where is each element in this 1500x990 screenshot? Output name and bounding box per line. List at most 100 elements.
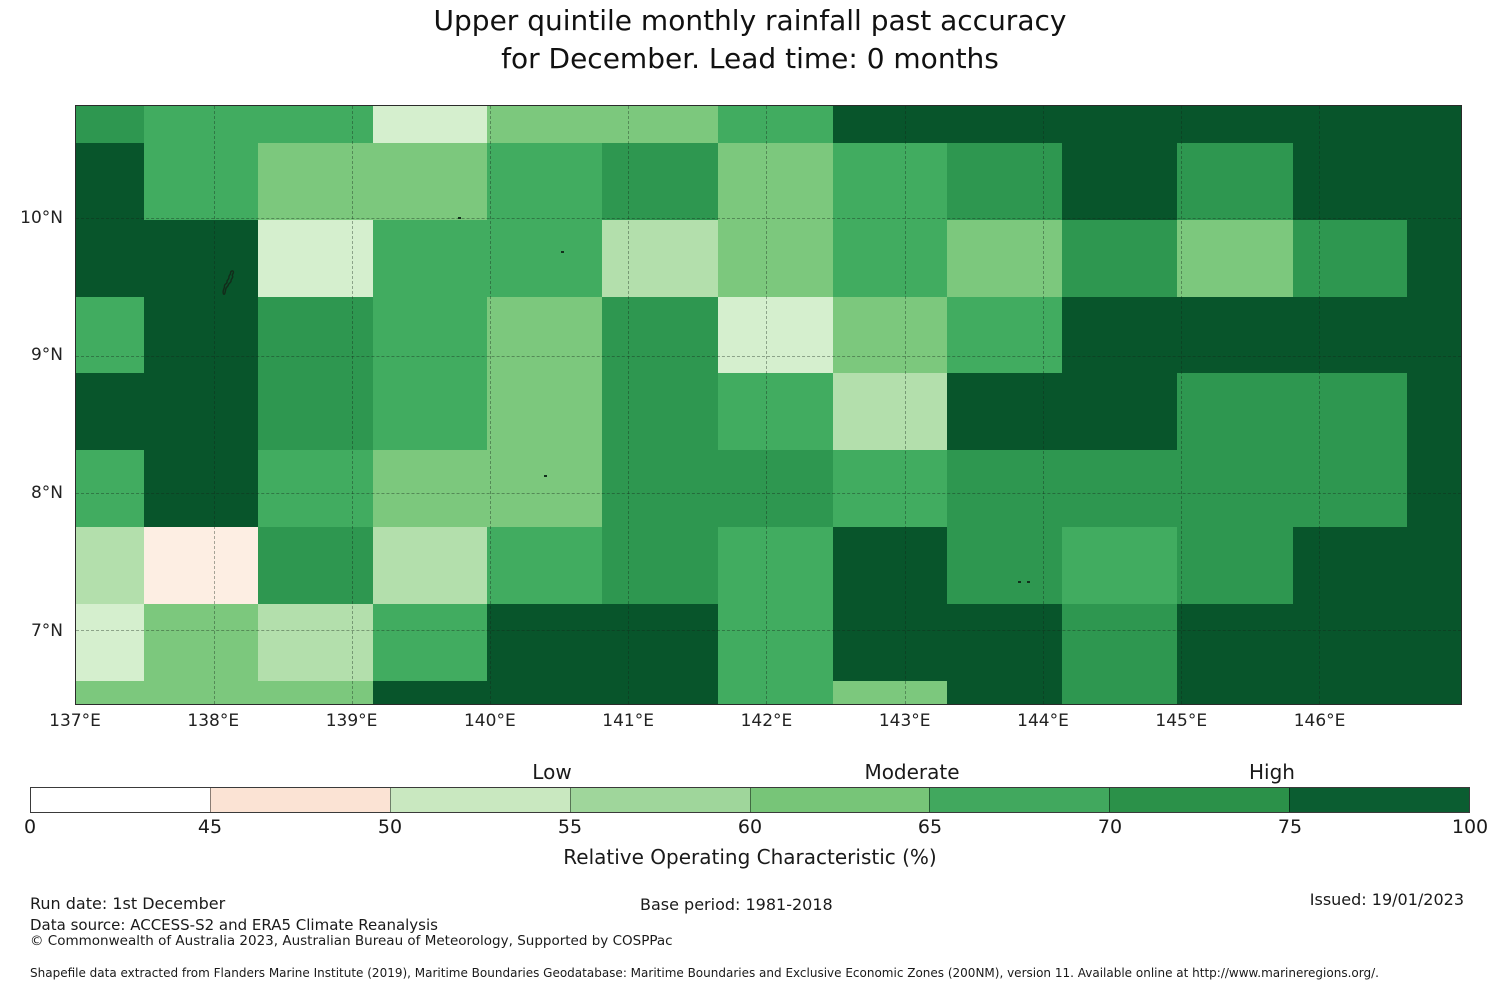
heatmap-cell (143, 106, 260, 144)
grid-line-horizontal (76, 492, 1461, 494)
heatmap-cell (1407, 527, 1461, 605)
heatmap-cell (1176, 450, 1294, 528)
heatmap-cell (143, 143, 260, 221)
heatmap-cell (947, 603, 1063, 682)
heatmap-cell (602, 143, 719, 221)
heatmap-cell (76, 680, 145, 704)
heatmap-cell (143, 680, 260, 704)
heatmap-cell (1176, 373, 1294, 451)
heatmap-cell (487, 219, 603, 298)
heatmap-cell (1061, 219, 1178, 298)
grid-line-vertical (490, 106, 492, 704)
heatmap-cell (1176, 680, 1294, 704)
island-dot (1027, 580, 1031, 583)
x-tick-label: 142°E (740, 711, 793, 731)
heatmap-cell (832, 680, 949, 704)
island-dot (458, 217, 462, 220)
heatmap-cell (602, 527, 719, 605)
heatmap-cell (602, 680, 719, 704)
heatmap-cell (76, 450, 145, 528)
colorbar-segment (1109, 788, 1290, 812)
heatmap-cell (832, 296, 949, 375)
colorbar-tick-label: 50 (377, 816, 403, 838)
heatmap-cell (487, 527, 603, 605)
heatmap-cell (947, 450, 1063, 528)
heatmap-cell (1407, 450, 1461, 528)
heatmap-cell (1061, 527, 1178, 605)
heatmap-cell (372, 296, 489, 375)
heatmap-cell (143, 527, 260, 605)
heatmap-cell (1176, 219, 1294, 298)
grid-line-vertical (628, 106, 630, 704)
heatmap-cell (258, 219, 374, 298)
heatmap-cell (1061, 106, 1178, 144)
x-tick-label: 146°E (1293, 711, 1346, 731)
heatmap-cell (258, 450, 374, 528)
heatmap-cell (143, 373, 260, 451)
heatmap-cell (1292, 680, 1408, 704)
heatmap-cell (372, 450, 489, 528)
heatmap-cell (718, 527, 834, 605)
footer-base-period: Base period: 1981-2018 (640, 895, 833, 914)
colorbar-tick-label: 100 (1451, 816, 1489, 838)
island-dot (560, 251, 564, 254)
heatmap-cell (1407, 296, 1461, 375)
heatmap-cell (258, 106, 374, 144)
colorbar-tick-label: 45 (197, 816, 223, 838)
heatmap-cell (76, 296, 145, 375)
heatmap-cell (718, 296, 834, 375)
colorbar-segment (569, 788, 750, 812)
heatmap-cell (602, 106, 719, 144)
heatmap-cell (372, 527, 489, 605)
island-dot (1017, 580, 1021, 583)
heatmap-cell (258, 680, 374, 704)
heatmap-cell (718, 603, 834, 682)
heatmap-cell (602, 603, 719, 682)
heatmap-cell (1061, 680, 1178, 704)
heatmap-cell (947, 143, 1063, 221)
heatmap-cell (76, 603, 145, 682)
heatmap-cell (1407, 143, 1461, 221)
heatmap-cell (1407, 219, 1461, 298)
heatmap-cell (832, 450, 949, 528)
heatmap-cell (1061, 143, 1178, 221)
x-tick-label: 137°E (49, 711, 101, 731)
heatmap-cell (1176, 296, 1294, 375)
x-tick-label: 139°E (325, 711, 378, 731)
heatmap-cell (718, 219, 834, 298)
heatmap-cell (487, 680, 603, 704)
heatmap-cell (1061, 450, 1178, 528)
colorbar-tick-label: 55 (557, 816, 583, 838)
heatmap-cell (602, 219, 719, 298)
heatmap-cell (832, 219, 949, 298)
heatmap-cell (258, 296, 374, 375)
heatmap-cell (1176, 106, 1294, 144)
colorbar-caption: High (1249, 760, 1295, 784)
heatmap-cell (76, 527, 145, 605)
heatmap-cell (1292, 219, 1408, 298)
y-axis-tick-labels: 10°N 9°N 8°N 7°N (0, 105, 63, 705)
chart-title: Upper quintile monthly rainfall past acc… (0, 2, 1500, 78)
x-tick-label: 145°E (1155, 711, 1208, 731)
heatmap-cell (487, 603, 603, 682)
heatmap-cell (832, 106, 949, 144)
heatmap-cell (76, 106, 145, 144)
heatmap-cell (372, 219, 489, 298)
grid-line-horizontal (76, 629, 1461, 631)
heatmap-cell (487, 450, 603, 528)
heatmap-cell (372, 603, 489, 682)
heatmap-cell (832, 373, 949, 451)
footer-copyright: © Commonwealth of Australia 2023, Austra… (30, 933, 673, 949)
heatmap-cell (1292, 143, 1408, 221)
grid-line-vertical (904, 106, 906, 704)
grid-line-horizontal (76, 218, 1461, 220)
y-tick-label: 8°N (30, 483, 63, 504)
y-tick-label: 9°N (30, 345, 63, 366)
heatmap-cell (258, 527, 374, 605)
heatmap-cell (947, 296, 1063, 375)
heatmap-cell (1061, 603, 1178, 682)
colorbar-tick-label: 60 (737, 816, 763, 838)
heatmap-cell (1176, 143, 1294, 221)
island-dot (544, 474, 548, 477)
